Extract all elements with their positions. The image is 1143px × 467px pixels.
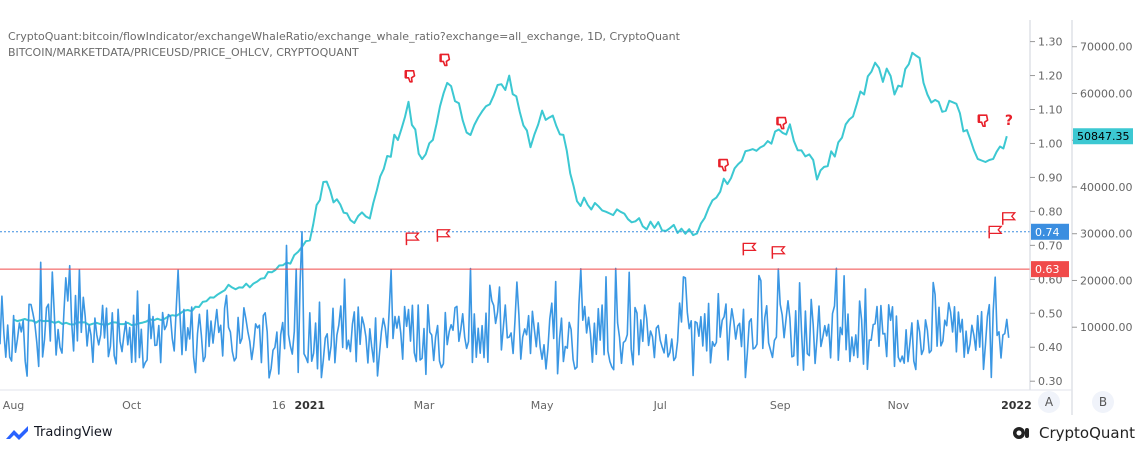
left-axis: 1.301.201.101.000.900.800.700.600.500.40… [1030, 36, 1063, 388]
blue-level-badge: 0.74 [1035, 226, 1060, 239]
thumbs-down-icon [439, 53, 451, 67]
left-tick-label: 0.90 [1038, 171, 1063, 184]
tradingview-label: TradingView [34, 425, 113, 440]
tradingview-logo[interactable]: TradingView [6, 425, 113, 440]
thumbs-down-icon [776, 116, 788, 130]
left-tick-label: 1.00 [1038, 137, 1063, 150]
price-badge-bg [1073, 128, 1133, 145]
x-tick-label: 2021 [294, 399, 325, 412]
left-tick-label: 0.70 [1038, 239, 1063, 252]
price-series-line [13, 51, 1008, 327]
x-tick-label: 2022 [1001, 399, 1032, 412]
thumbs-down-icon [404, 69, 416, 83]
flag-icon [988, 225, 1003, 239]
question-mark: ? [1005, 113, 1013, 129]
blue-level-badge-bg [1031, 223, 1069, 240]
left-tick-label: 0.40 [1038, 341, 1063, 354]
price-badge: 50847.35 [1077, 130, 1130, 143]
left-tick-label: 0.80 [1038, 205, 1063, 218]
x-tick-label: Nov [888, 399, 910, 412]
axis-a-button[interactable]: A [1038, 391, 1060, 413]
axis-b-button[interactable]: B [1092, 391, 1114, 413]
right-tick-label: 70000.00 [1080, 41, 1133, 54]
thumbs-down-icon [977, 114, 989, 127]
x-tick-label: Mar [414, 399, 435, 412]
x-tick-label: Oct [122, 399, 142, 412]
right-axis: 70000.0060000.0050000.0040000.0030000.00… [1072, 41, 1133, 334]
ratio-series-line [0, 231, 1010, 379]
right-tick-label: 60000.00 [1080, 87, 1133, 100]
axis-badges: 0.63 0.74 50847.35 [1031, 128, 1133, 278]
tradingview-icon [6, 425, 28, 440]
flag-icon [1002, 212, 1017, 225]
right-tick-label: 40000.00 [1080, 181, 1133, 194]
cryptoquant-icon [1013, 427, 1029, 439]
x-tick-label: 16 [272, 399, 286, 412]
cryptoquant-label: CryptoQuant [1039, 424, 1135, 442]
annotations: ? [404, 53, 1017, 259]
chart-title-line1: CryptoQuant:bitcoin/flowIndicator/exchan… [8, 30, 680, 43]
red-level-badge-bg [1031, 261, 1069, 278]
right-tick-label: 30000.00 [1080, 228, 1133, 241]
right-tick-label: 10000.00 [1080, 321, 1133, 334]
x-tick-label: May [531, 399, 554, 412]
right-tick-label: 20000.00 [1080, 274, 1133, 287]
flag-icon [771, 246, 786, 259]
x-tick-label: Aug [3, 399, 24, 412]
left-tick-label: 0.50 [1038, 307, 1063, 320]
left-tick-label: 1.10 [1038, 104, 1063, 117]
x-tick-label: Sep [770, 399, 791, 412]
flag-icon [436, 229, 451, 242]
flag-icon [405, 232, 420, 246]
flag-icon [742, 242, 757, 256]
red-level-badge: 0.63 [1035, 263, 1060, 276]
chart-title-line2: BITCOIN/MARKETDATA/PRICEUSD/PRICE_OHLCV,… [8, 46, 359, 59]
x-axis: Aug Oct 16 2021 Mar May Jul Sep Nov 2022 [3, 399, 1032, 412]
cryptoquant-logo: CryptoQuant [1013, 424, 1135, 442]
left-tick-label: 0.30 [1038, 375, 1063, 388]
left-tick-label: 1.30 [1038, 36, 1063, 49]
thumbs-down-icon [718, 158, 729, 172]
left-tick-label: 1.20 [1038, 70, 1063, 83]
x-tick-label: Jul [653, 399, 667, 412]
